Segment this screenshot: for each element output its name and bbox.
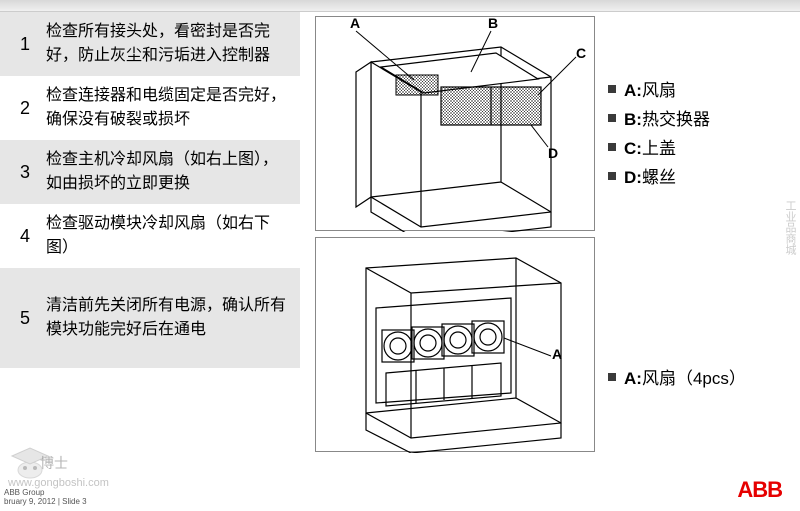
table-row: 4 检查驱动模块冷却风扇（如右下图） bbox=[0, 204, 300, 268]
step-text: 检查连接器和电缆固定是否完好，确保没有破裂或损坏 bbox=[40, 84, 290, 132]
steps-table: 1 检查所有接头处，看密封是否完好，防止灰尘和污垢进入控制器 2 检查连接器和电… bbox=[0, 12, 300, 482]
callout-a: A bbox=[350, 15, 360, 31]
legend-column: A:风扇 B:热交换器 C:上盖 D:螺丝 A:风扇（4pcs） bbox=[600, 12, 800, 482]
list-item: C:上盖 bbox=[608, 134, 800, 159]
footer: ABB Group bruary 9, 2012 | Slide 3 ABB bbox=[0, 483, 800, 511]
diagram-bottom: A bbox=[315, 237, 595, 452]
table-row: 1 检查所有接头处，看密封是否完好，防止灰尘和污垢进入控制器 bbox=[0, 12, 300, 76]
diagram-top: A B C D bbox=[315, 16, 595, 231]
step-number: 4 bbox=[10, 226, 40, 247]
step-text: 清洁前先关闭所有电源，确认所有模块功能完好后在通电 bbox=[40, 294, 290, 342]
content: 1 检查所有接头处，看密封是否完好，防止灰尘和污垢进入控制器 2 检查连接器和电… bbox=[0, 12, 800, 482]
step-text: 检查驱动模块冷却风扇（如右下图） bbox=[40, 212, 290, 260]
bullet-icon bbox=[608, 114, 616, 122]
table-row: 3 检查主机冷却风扇（如右上图），如由损坏的立即更换 bbox=[0, 140, 300, 204]
abb-logo: ABB bbox=[737, 477, 782, 503]
side-watermark: 工业品商城 bbox=[782, 200, 798, 255]
legend-top: A:风扇 B:热交换器 C:上盖 D:螺丝 bbox=[608, 68, 800, 196]
legend-bottom: A:风扇（4pcs） bbox=[608, 356, 800, 397]
step-number: 1 bbox=[10, 34, 40, 55]
step-number: 3 bbox=[10, 162, 40, 183]
table-row: 2 检查连接器和电缆固定是否完好，确保没有破裂或损坏 bbox=[0, 76, 300, 140]
step-text: 检查所有接头处，看密封是否完好，防止灰尘和污垢进入控制器 bbox=[40, 20, 290, 68]
callout-a-bottom: A bbox=[552, 346, 562, 362]
step-number: 5 bbox=[10, 308, 40, 329]
list-item: D:螺丝 bbox=[608, 163, 800, 188]
bullet-icon bbox=[608, 85, 616, 93]
list-item: B:热交换器 bbox=[608, 105, 800, 130]
bullet-icon bbox=[608, 143, 616, 151]
footer-text: ABB Group bruary 9, 2012 | Slide 3 bbox=[4, 488, 87, 507]
table-row: 5 清洁前先关闭所有电源，确认所有模块功能完好后在通电 bbox=[0, 268, 300, 368]
bullet-icon bbox=[608, 172, 616, 180]
list-item: A:风扇（4pcs） bbox=[608, 364, 800, 389]
watermark-name: 博士 bbox=[40, 453, 68, 473]
watermark-url: www.gongboshi.com bbox=[8, 477, 109, 489]
step-text: 检查主机冷却风扇（如右上图），如由损坏的立即更换 bbox=[40, 148, 290, 196]
list-item: A:风扇 bbox=[608, 76, 800, 101]
header-bar bbox=[0, 0, 800, 12]
cabinet-top-svg bbox=[316, 17, 596, 232]
callout-c: C bbox=[576, 45, 586, 61]
callout-d: D bbox=[548, 145, 558, 161]
step-number: 2 bbox=[10, 98, 40, 119]
callout-b: B bbox=[488, 15, 498, 31]
diagram-column: A B C D bbox=[300, 12, 600, 482]
bullet-icon bbox=[608, 373, 616, 381]
